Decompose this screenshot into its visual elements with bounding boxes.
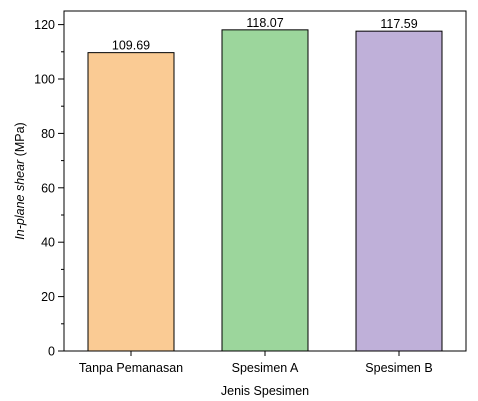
y-tick-label: 120 <box>34 18 55 32</box>
x-tick-label: Spesimen A <box>232 361 299 375</box>
bar <box>87 52 175 352</box>
bar-value-label: 109.69 <box>112 39 150 53</box>
bar <box>355 30 443 352</box>
bar <box>221 29 309 352</box>
y-tick-label: 60 <box>41 181 55 195</box>
bar-value-label: 117.59 <box>380 17 417 31</box>
y-axis-title: In-plane shear (MPa) <box>13 122 27 239</box>
bars <box>87 29 443 352</box>
x-tick-label: Tanpa Pemanasan <box>79 361 183 375</box>
x-axis-ticks: Tanpa Pemanasan Spesimen A Spesimen B <box>79 351 433 375</box>
x-axis-title: Jenis Spesimen <box>221 384 309 398</box>
y-tick-label: 0 <box>48 345 55 359</box>
x-tick-label: Spesimen B <box>365 361 432 375</box>
y-axis-title-unit: (MPa) <box>13 122 27 160</box>
data-labels: 109.69 118.07 117.59 <box>112 16 418 53</box>
y-axis-title-italic: In-plane shear <box>13 159 27 240</box>
y-tick-label: 80 <box>41 127 55 141</box>
bar-value-label: 118.07 <box>246 16 283 30</box>
y-tick-label: 20 <box>41 290 55 304</box>
y-tick-label: 40 <box>41 236 55 250</box>
y-tick-label: 100 <box>34 73 55 87</box>
y-axis-ticks: 0 20 40 60 80 100 120 <box>34 18 64 359</box>
